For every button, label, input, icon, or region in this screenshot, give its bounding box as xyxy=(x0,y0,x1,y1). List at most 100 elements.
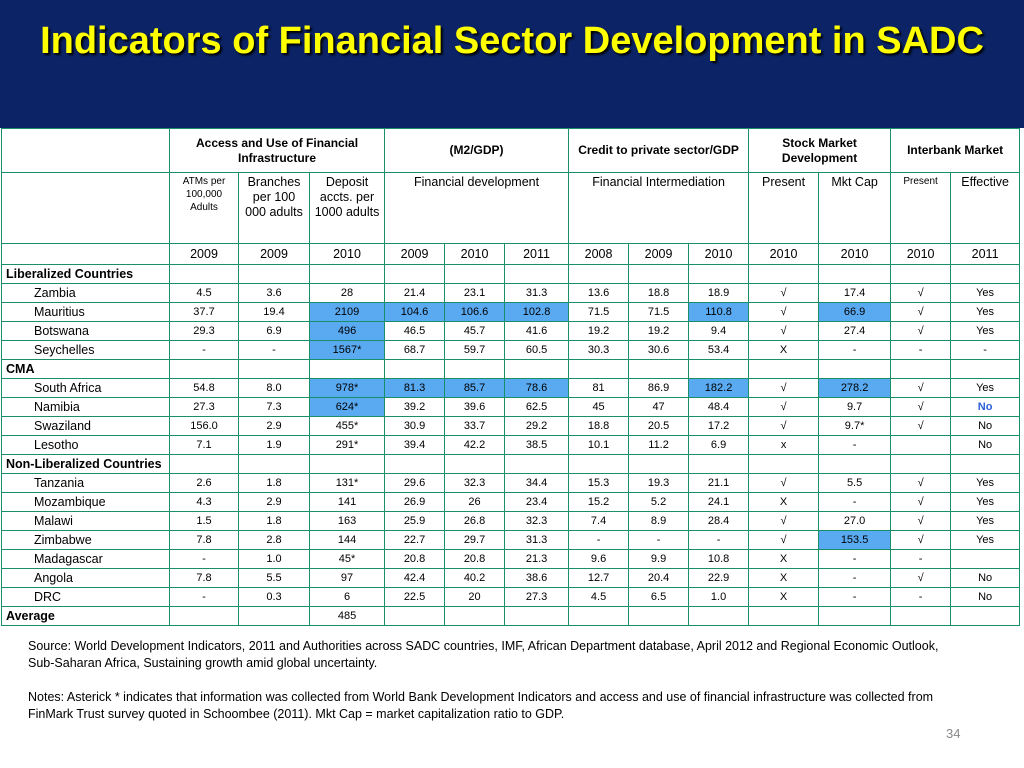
data-cell: 68.7 xyxy=(384,340,446,360)
table-row: Malawi 1.5 1.8 163 25.9 26.8 32.3 7.4 8.9 28.4 √ 27… xyxy=(1,511,1021,531)
table-row: DRC -0.3 6 22.5 20 27.3 4.5 6.5 1.0 X - - No xyxy=(1,587,1021,607)
subheader-deposit: Deposit accts. per 1000 adults xyxy=(308,172,386,244)
average-cell xyxy=(504,606,570,626)
table-row: Tanzania 2.6 1.8 131* 29.6 32.3 34.4 15.3 19.3 21… xyxy=(1,473,1021,493)
data-cell: √ xyxy=(890,321,952,341)
data-cell: 278.2 xyxy=(818,378,892,398)
data-cell: 28 xyxy=(308,283,386,303)
empty-cell xyxy=(688,264,750,284)
data-cell: 37.7 xyxy=(169,302,239,322)
data-cell: √ xyxy=(890,511,952,531)
data-cell: 1567* xyxy=(308,340,386,360)
country-name: Madagascar xyxy=(1,549,170,569)
data-cell: 12.7 xyxy=(568,568,630,588)
data-cell: - xyxy=(568,530,630,550)
data-cell: 27.3 xyxy=(169,397,239,417)
empty-cell xyxy=(384,264,446,284)
empty-cell xyxy=(504,359,570,379)
group-label: Liberalized Countries xyxy=(1,264,170,284)
data-cell: 5.5 xyxy=(818,473,892,493)
year-cell: 2009 xyxy=(169,243,239,265)
data-cell: 5.5 xyxy=(238,568,310,588)
data-cell: √ xyxy=(748,302,820,322)
data-cell: Yes xyxy=(950,511,1021,531)
data-cell: 20.4 xyxy=(628,568,690,588)
subheader-present: Present xyxy=(748,172,820,244)
data-cell: 31.3 xyxy=(504,530,570,550)
data-cell: 27.3 xyxy=(504,587,570,607)
data-cell: 22.5 xyxy=(384,587,446,607)
data-cell: 45 xyxy=(568,397,630,417)
data-cell: 9.7 xyxy=(818,397,892,417)
year-cell: 2010 xyxy=(688,243,750,265)
data-cell: 6.5 xyxy=(628,587,690,607)
data-cell: 8.9 xyxy=(628,511,690,531)
empty-cell xyxy=(628,454,690,474)
data-cell: 23.4 xyxy=(504,492,570,512)
source-note: Source: World Development Indicators, 20… xyxy=(28,639,939,670)
data-cell: 624* xyxy=(308,397,386,417)
average-cell xyxy=(568,606,630,626)
country-name: Botswana xyxy=(1,321,170,341)
data-cell: X xyxy=(748,340,820,360)
data-cell: 131* xyxy=(308,473,386,493)
year-cell: 2009 xyxy=(384,243,446,265)
data-cell: √ xyxy=(748,511,820,531)
data-cell: - xyxy=(238,340,310,360)
table-row: Zimbabwe 7.8 2.8 144 22.7 29.7 31.3- - - √ 153.5 √ Y… xyxy=(1,530,1021,550)
data-cell: - xyxy=(890,587,952,607)
data-cell: 25.9 xyxy=(384,511,446,531)
data-cell: 29.3 xyxy=(169,321,239,341)
data-cell: 38.6 xyxy=(504,568,570,588)
header-stock: Stock Market Development xyxy=(748,128,892,173)
page-number: 34 xyxy=(946,726,961,741)
year-cell: 2010 xyxy=(890,243,952,265)
data-cell: 4.5 xyxy=(568,587,630,607)
data-cell: 144 xyxy=(308,530,386,550)
data-cell: 20.5 xyxy=(628,416,690,436)
data-cell: 53.4 xyxy=(688,340,750,360)
table-row: Angola 7.8 5.5 97 42.4 40.2 38.6 12.7 20.4 22.9 X -… xyxy=(1,568,1021,588)
data-cell: 9.6 xyxy=(568,549,630,569)
data-cell: 20 xyxy=(444,587,506,607)
data-cell: 17.2 xyxy=(688,416,750,436)
data-cell: 9.4 xyxy=(688,321,750,341)
data-cell: 156.0 xyxy=(169,416,239,436)
data-cell: 6.9 xyxy=(688,435,750,455)
country-name: Mauritius xyxy=(1,302,170,322)
header-m2: (M2/GDP) xyxy=(384,128,570,173)
data-cell: X xyxy=(748,492,820,512)
country-name: Swaziland xyxy=(1,416,170,436)
data-cell: 11.2 xyxy=(628,435,690,455)
table-row: Namibia 27.3 7.3 624* 39.2 39.6 62.5 45 47 48.4 √ 9… xyxy=(1,397,1021,417)
data-cell: 7.8 xyxy=(169,530,239,550)
empty-cell xyxy=(169,264,239,284)
empty-cell xyxy=(688,359,750,379)
data-cell: 28.4 xyxy=(688,511,750,531)
data-cell: √ xyxy=(890,492,952,512)
data-cell: 102.8 xyxy=(504,302,570,322)
footer-notes: Source: World Development Indicators, 20… xyxy=(28,638,958,740)
data-cell: 29.7 xyxy=(444,530,506,550)
empty-cell xyxy=(890,359,952,379)
data-cell: 78.6 xyxy=(504,378,570,398)
data-cell: 62.5 xyxy=(504,397,570,417)
empty-cell xyxy=(890,454,952,474)
empty-cell xyxy=(818,264,892,284)
data-cell: 26.9 xyxy=(384,492,446,512)
data-cell: 6.9 xyxy=(238,321,310,341)
data-cell: 46.5 xyxy=(384,321,446,341)
data-cell: 17.4 xyxy=(818,283,892,303)
data-cell: √ xyxy=(748,378,820,398)
country-name: Namibia xyxy=(1,397,170,417)
data-cell: 26 xyxy=(444,492,506,512)
table-row: Botswana 29.3 6.9 496 46.5 45.7 41.6 19.2 19.2 9.… xyxy=(1,321,1021,341)
data-cell: 29.2 xyxy=(504,416,570,436)
average-cell xyxy=(444,606,506,626)
country-name: Malawi xyxy=(1,511,170,531)
data-cell: 54.8 xyxy=(169,378,239,398)
data-cell: √ xyxy=(890,283,952,303)
year-cell: 2011 xyxy=(504,243,570,265)
group-label: CMA xyxy=(1,359,170,379)
empty-cell xyxy=(568,264,630,284)
